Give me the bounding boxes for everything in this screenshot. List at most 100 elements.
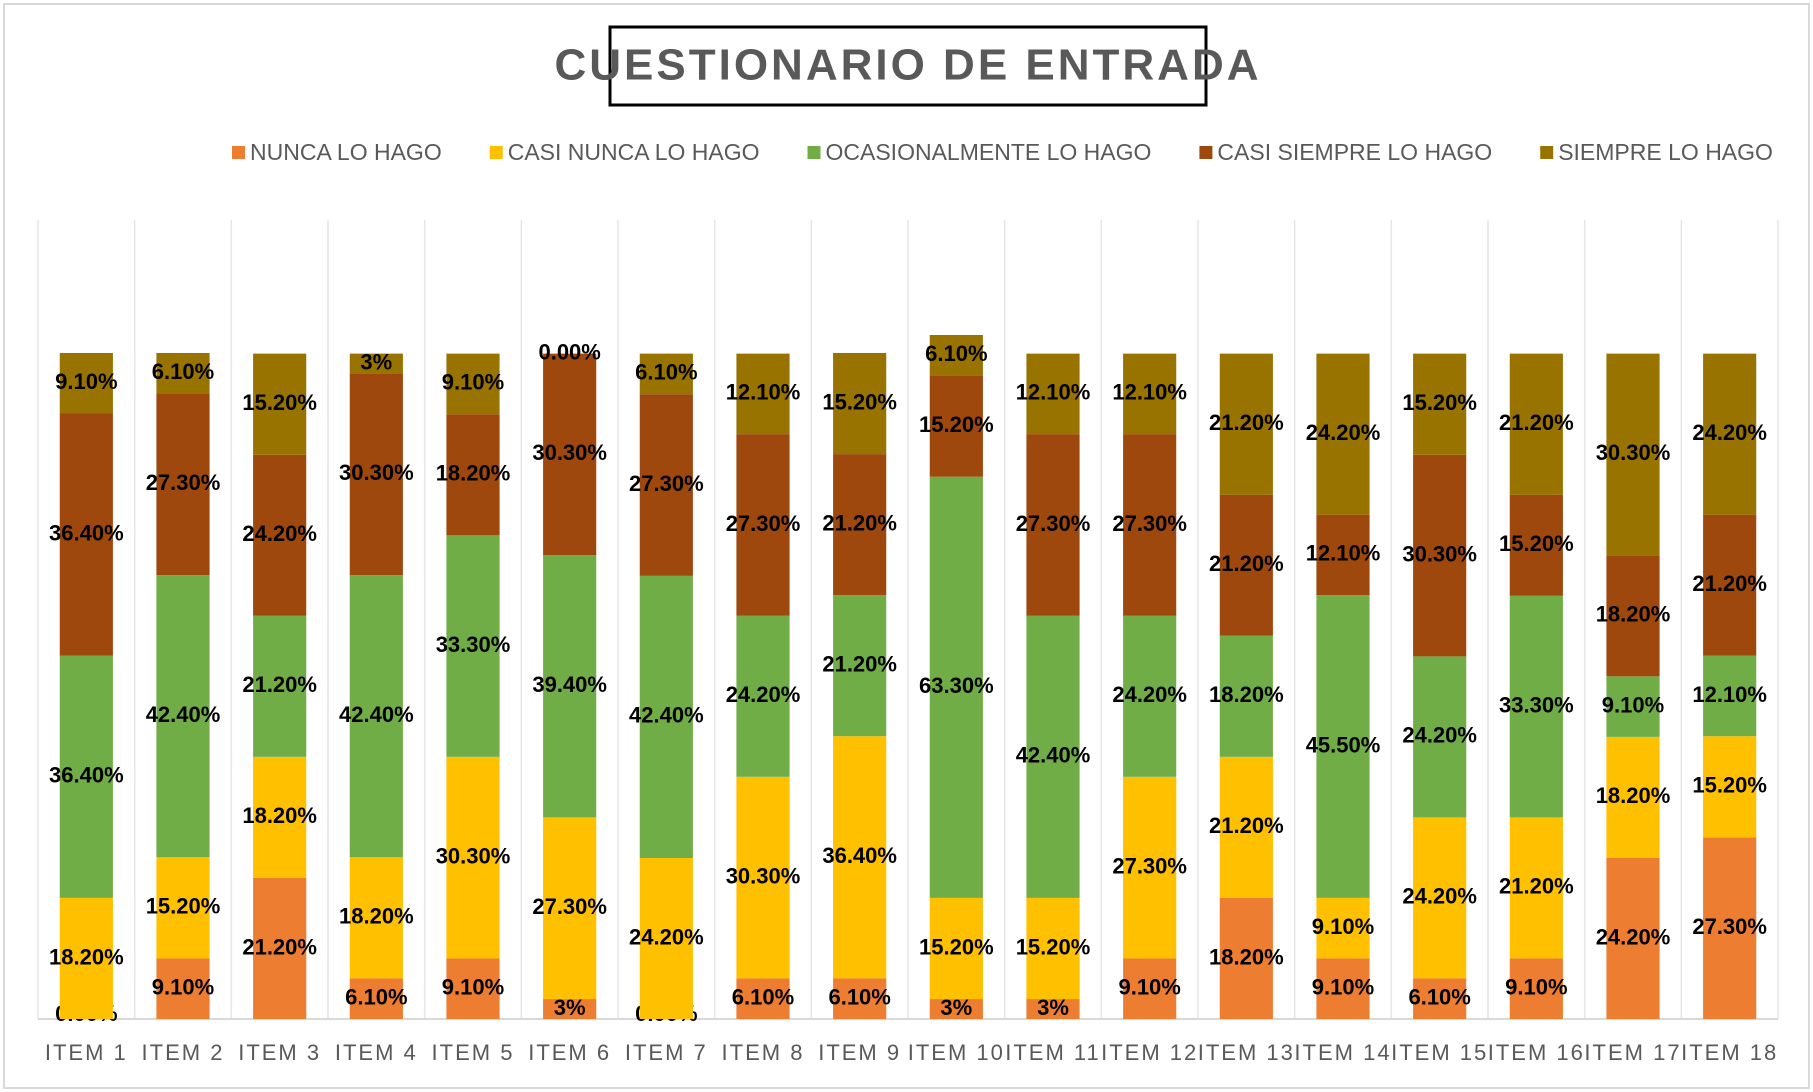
bar-segment — [543, 817, 597, 1000]
x-tick-label: ITEM 8 — [722, 1040, 805, 1065]
bar-segment — [1413, 353, 1467, 455]
data-label: 15.20% — [919, 412, 994, 437]
data-label: 42.40% — [1016, 743, 1091, 768]
bar-segment — [833, 595, 887, 737]
data-label: 18.20% — [1596, 602, 1671, 627]
data-label: 12.10% — [1692, 682, 1767, 707]
bar-segment — [639, 857, 693, 1019]
data-label: 24.20% — [242, 521, 317, 546]
bar-segment — [349, 373, 403, 576]
data-label: 18.20% — [1209, 944, 1284, 969]
data-label: 21.20% — [1209, 551, 1284, 576]
legend-label: CASI SIEMPRE LO HAGO — [1217, 139, 1492, 165]
data-label: 9.10% — [1312, 975, 1374, 1000]
x-tick-label: ITEM 4 — [335, 1040, 418, 1065]
data-label: 15.20% — [822, 389, 897, 414]
bar-segment — [253, 877, 307, 1019]
data-label: 24.20% — [1402, 723, 1477, 748]
legend-swatch — [232, 146, 245, 159]
x-tick-label: ITEM 10 — [908, 1040, 1005, 1065]
bar-segment — [1123, 353, 1177, 435]
data-label: 27.30% — [1112, 511, 1187, 536]
bar-segment — [156, 857, 210, 959]
chart-title: CUESTIONARIO DE ENTRADA — [554, 41, 1261, 90]
bar-segment — [1316, 897, 1370, 959]
bar-segment — [1026, 897, 1080, 1000]
data-label: 21.20% — [1499, 874, 1574, 899]
data-label: 6.10% — [925, 341, 987, 366]
bar-segment — [1316, 353, 1370, 515]
x-tick-label: ITEM 6 — [528, 1040, 611, 1065]
bar-segment — [1316, 595, 1370, 898]
bar-segment — [639, 394, 693, 576]
bar-segment — [1703, 514, 1757, 656]
bar-segment — [253, 353, 307, 455]
data-label: 24.20% — [1402, 884, 1477, 909]
bar-segment — [59, 897, 113, 1019]
bar-segment — [1219, 353, 1273, 495]
bar-segment — [1606, 857, 1660, 1019]
title-box — [608, 25, 1208, 107]
bar-segment — [1509, 817, 1563, 959]
data-label: 9.10% — [442, 370, 504, 395]
data-label: 21.20% — [822, 652, 897, 677]
bar-segment — [253, 454, 307, 616]
bar-segment — [736, 434, 790, 616]
bar-segment — [1413, 978, 1467, 1019]
data-label: 15.20% — [1692, 773, 1767, 798]
data-label: 21.20% — [1692, 571, 1767, 596]
bar-segment — [156, 352, 210, 394]
bar-segment — [929, 999, 983, 1019]
data-label: 9.10% — [152, 975, 214, 1000]
legend-label: OCASIONALMENTE LO HAGO — [826, 139, 1152, 165]
bar-segment — [59, 655, 113, 898]
x-tick-label: ITEM 3 — [238, 1040, 321, 1065]
bar-segment — [1026, 999, 1080, 1019]
bar-segment — [1509, 494, 1563, 596]
data-label: 21.20% — [242, 934, 317, 959]
data-label: 9.10% — [1118, 975, 1180, 1000]
bar-segment — [1026, 615, 1080, 898]
data-label: 27.30% — [532, 894, 607, 919]
bar-segment — [639, 353, 693, 395]
bar-segment — [833, 352, 887, 455]
data-label: 30.30% — [1402, 541, 1477, 566]
bar-segment — [736, 615, 790, 777]
data-label: 27.30% — [726, 511, 801, 536]
bar-segment — [1026, 434, 1080, 616]
bar-segment — [736, 978, 790, 1019]
data-label: 12.10% — [1016, 380, 1091, 405]
x-tick-label: ITEM 5 — [432, 1040, 515, 1065]
bar-segment — [1123, 615, 1177, 777]
data-label: 24.20% — [1692, 420, 1767, 445]
x-tick-label: ITEM 9 — [818, 1040, 901, 1065]
bar-segment — [1606, 353, 1660, 556]
data-label: 24.20% — [629, 924, 704, 949]
bar-segment — [543, 999, 597, 1019]
data-label: 15.20% — [1402, 390, 1477, 415]
data-label: 30.30% — [1596, 440, 1671, 465]
bar-segment — [929, 335, 983, 376]
data-label: 18.20% — [339, 904, 414, 929]
data-label: 24.20% — [1596, 924, 1671, 949]
data-label: 21.20% — [1209, 813, 1284, 838]
x-tick-label: ITEM 17 — [1584, 1040, 1681, 1065]
data-label: 18.20% — [242, 803, 317, 828]
data-label: 30.30% — [726, 863, 801, 888]
x-tick-label: ITEM 2 — [142, 1040, 225, 1065]
bar-segment — [1509, 595, 1563, 818]
data-label: 0.00% — [538, 339, 600, 364]
bar-segment — [1606, 736, 1660, 858]
data-label: 21.20% — [1209, 410, 1284, 435]
data-label: 45.50% — [1306, 732, 1381, 757]
bar-segment — [446, 756, 500, 959]
bar-segment — [543, 353, 597, 556]
legend-swatch — [807, 146, 821, 159]
bar-segment — [929, 897, 983, 1000]
bar-segment — [349, 978, 403, 1019]
data-label: 24.20% — [1306, 420, 1381, 445]
data-label: 9.10% — [1312, 914, 1374, 939]
data-label: 15.20% — [919, 934, 994, 959]
bar-segment — [1123, 776, 1177, 959]
